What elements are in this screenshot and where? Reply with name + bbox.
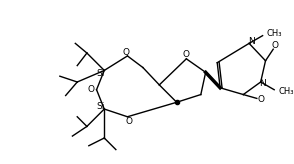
Text: O: O [122, 48, 129, 57]
Text: O: O [183, 50, 190, 59]
Text: O: O [257, 95, 264, 104]
Text: N: N [259, 79, 266, 88]
Text: N: N [248, 37, 254, 46]
Text: O: O [126, 117, 133, 126]
Text: Si: Si [96, 102, 105, 111]
Text: CH₃: CH₃ [278, 87, 294, 96]
Text: Si: Si [96, 69, 105, 78]
Text: CH₃: CH₃ [266, 29, 282, 38]
Text: O: O [87, 85, 94, 94]
Text: O: O [272, 41, 279, 50]
